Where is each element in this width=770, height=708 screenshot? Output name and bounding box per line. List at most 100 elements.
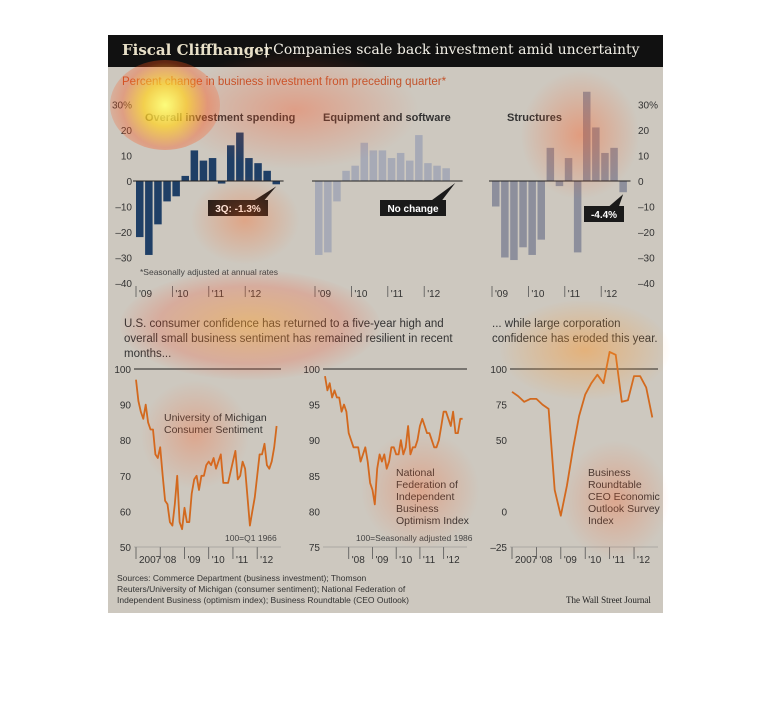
bar (272, 181, 280, 185)
y-tick-label-right: 20 (638, 126, 650, 137)
y-tick-label: 50 (120, 543, 132, 554)
note-nfib: 100=Seasonally adjusted 1986 (356, 533, 473, 543)
bar (181, 175, 189, 181)
chart-title-equipment: Equipment and software (323, 112, 451, 124)
bar (573, 181, 582, 253)
x-tick-label: '08 (539, 555, 552, 566)
y-tick-label: 70 (120, 472, 132, 483)
y-tick-label: 60 (120, 507, 132, 518)
bar (324, 181, 332, 253)
bar (442, 168, 450, 181)
x-tick-label: '10 (399, 555, 412, 566)
y-tick-label: 100 (303, 365, 320, 376)
x-tick-label: '11 (568, 289, 581, 300)
bar (351, 165, 359, 181)
bar (199, 160, 208, 181)
line-label-nfib: National Federation of Independent Busin… (396, 467, 469, 527)
bar (208, 158, 217, 181)
y-tick-label: 0 (501, 507, 507, 518)
y-tick-label: –25 (490, 543, 507, 554)
charts-svg: –40 –30 –20 –10 0 10 20 30% –40 –30 –20 –10 0 10 20 30%… (112, 91, 658, 566)
x-tick-label: '08 (163, 555, 176, 566)
y-tick-label: 50 (496, 436, 508, 447)
title-separator: | (264, 42, 269, 58)
y-tick-label-left: –30 (115, 254, 132, 265)
bar (583, 91, 591, 181)
sources: Sources: Commerce Department (business i… (117, 573, 409, 605)
y-tick-label-right: –30 (638, 254, 655, 265)
bar (236, 132, 244, 181)
bottom-heading-right: ... while large corporation confidence h… (492, 318, 658, 345)
bar (601, 152, 609, 181)
y-tick-label-right: –40 (638, 279, 655, 290)
y-tick-label: 85 (309, 472, 321, 483)
bar (619, 181, 627, 193)
y-tick-label: 75 (309, 543, 321, 554)
x-tick-label: '12 (248, 289, 261, 300)
line-label-michigan: University of Michigan Consumer Sentimen… (164, 412, 267, 436)
bar (564, 158, 573, 181)
y-tick-label-left: –40 (115, 279, 132, 290)
line-label-brt: Business Roundtable CEO Economic Outlook… (588, 467, 660, 527)
x-tick-label: '11 (391, 289, 404, 300)
x-tick-label: '12 (637, 555, 650, 566)
bar (610, 147, 618, 181)
bar (163, 181, 171, 202)
x-tick-label: '12 (604, 289, 617, 300)
x-tick-label: '12 (447, 555, 460, 566)
title-text: Companies scale back investment amid unc… (273, 42, 640, 58)
y-tick-label: 75 (496, 401, 508, 412)
y-tick-label: 90 (309, 436, 321, 447)
series-line (511, 350, 654, 517)
y-tick-label-left: 30% (112, 101, 132, 112)
x-tick-label: '12 (260, 555, 273, 566)
callout-label: -4.4% (591, 210, 617, 221)
bar (360, 142, 368, 181)
y-tick-label-right: 30% (638, 101, 658, 112)
y-tick-label-left: –10 (115, 203, 132, 214)
y-tick-label-right: –10 (638, 203, 655, 214)
bar (396, 152, 405, 181)
callout-pointer (606, 194, 624, 209)
y-tick-label: 80 (309, 507, 321, 518)
callout-box (380, 200, 446, 216)
bottom-heading-left: U.S. consumer confidence has returned to… (124, 318, 453, 360)
callout-label: No change (387, 204, 439, 215)
credit: The Wall Street Journal (566, 595, 651, 605)
y-tick-label: 95 (309, 401, 321, 412)
bar (263, 170, 271, 181)
chart-title-structures: Structures (507, 112, 563, 124)
bar (546, 147, 555, 181)
x-tick-label: 2007 (139, 555, 162, 566)
series-line (135, 379, 278, 531)
x-tick-label: '09 (495, 289, 508, 300)
callout-box (208, 200, 268, 216)
bar (227, 145, 235, 181)
bar (424, 163, 432, 181)
x-tick-label: '10 (588, 555, 601, 566)
y-tick-label: 90 (120, 401, 132, 412)
bar (254, 163, 262, 181)
y-tick-label-right: –20 (638, 228, 655, 239)
bar (378, 150, 387, 181)
y-tick-label-left: 20 (121, 126, 133, 137)
y-tick-label-left: –20 (115, 228, 132, 239)
x-tick-label: '10 (212, 555, 225, 566)
callout-pointer (250, 186, 277, 203)
series-line (324, 375, 463, 506)
x-tick-label: '10 (354, 289, 367, 300)
x-tick-label: '11 (212, 289, 225, 300)
bar (154, 181, 162, 225)
x-tick-label: '10 (531, 289, 544, 300)
x-tick-label: '11 (613, 555, 626, 566)
bar (501, 181, 509, 258)
bar (190, 150, 199, 181)
callout-box (584, 206, 624, 222)
bar (315, 181, 323, 255)
y-tick-label: 80 (120, 436, 132, 447)
x-tick-label: '10 (175, 289, 188, 300)
y-tick-label: 100 (490, 365, 507, 376)
y-tick-label-left: 0 (126, 177, 132, 188)
bar (555, 181, 564, 187)
x-tick-label: 2007 (515, 555, 538, 566)
